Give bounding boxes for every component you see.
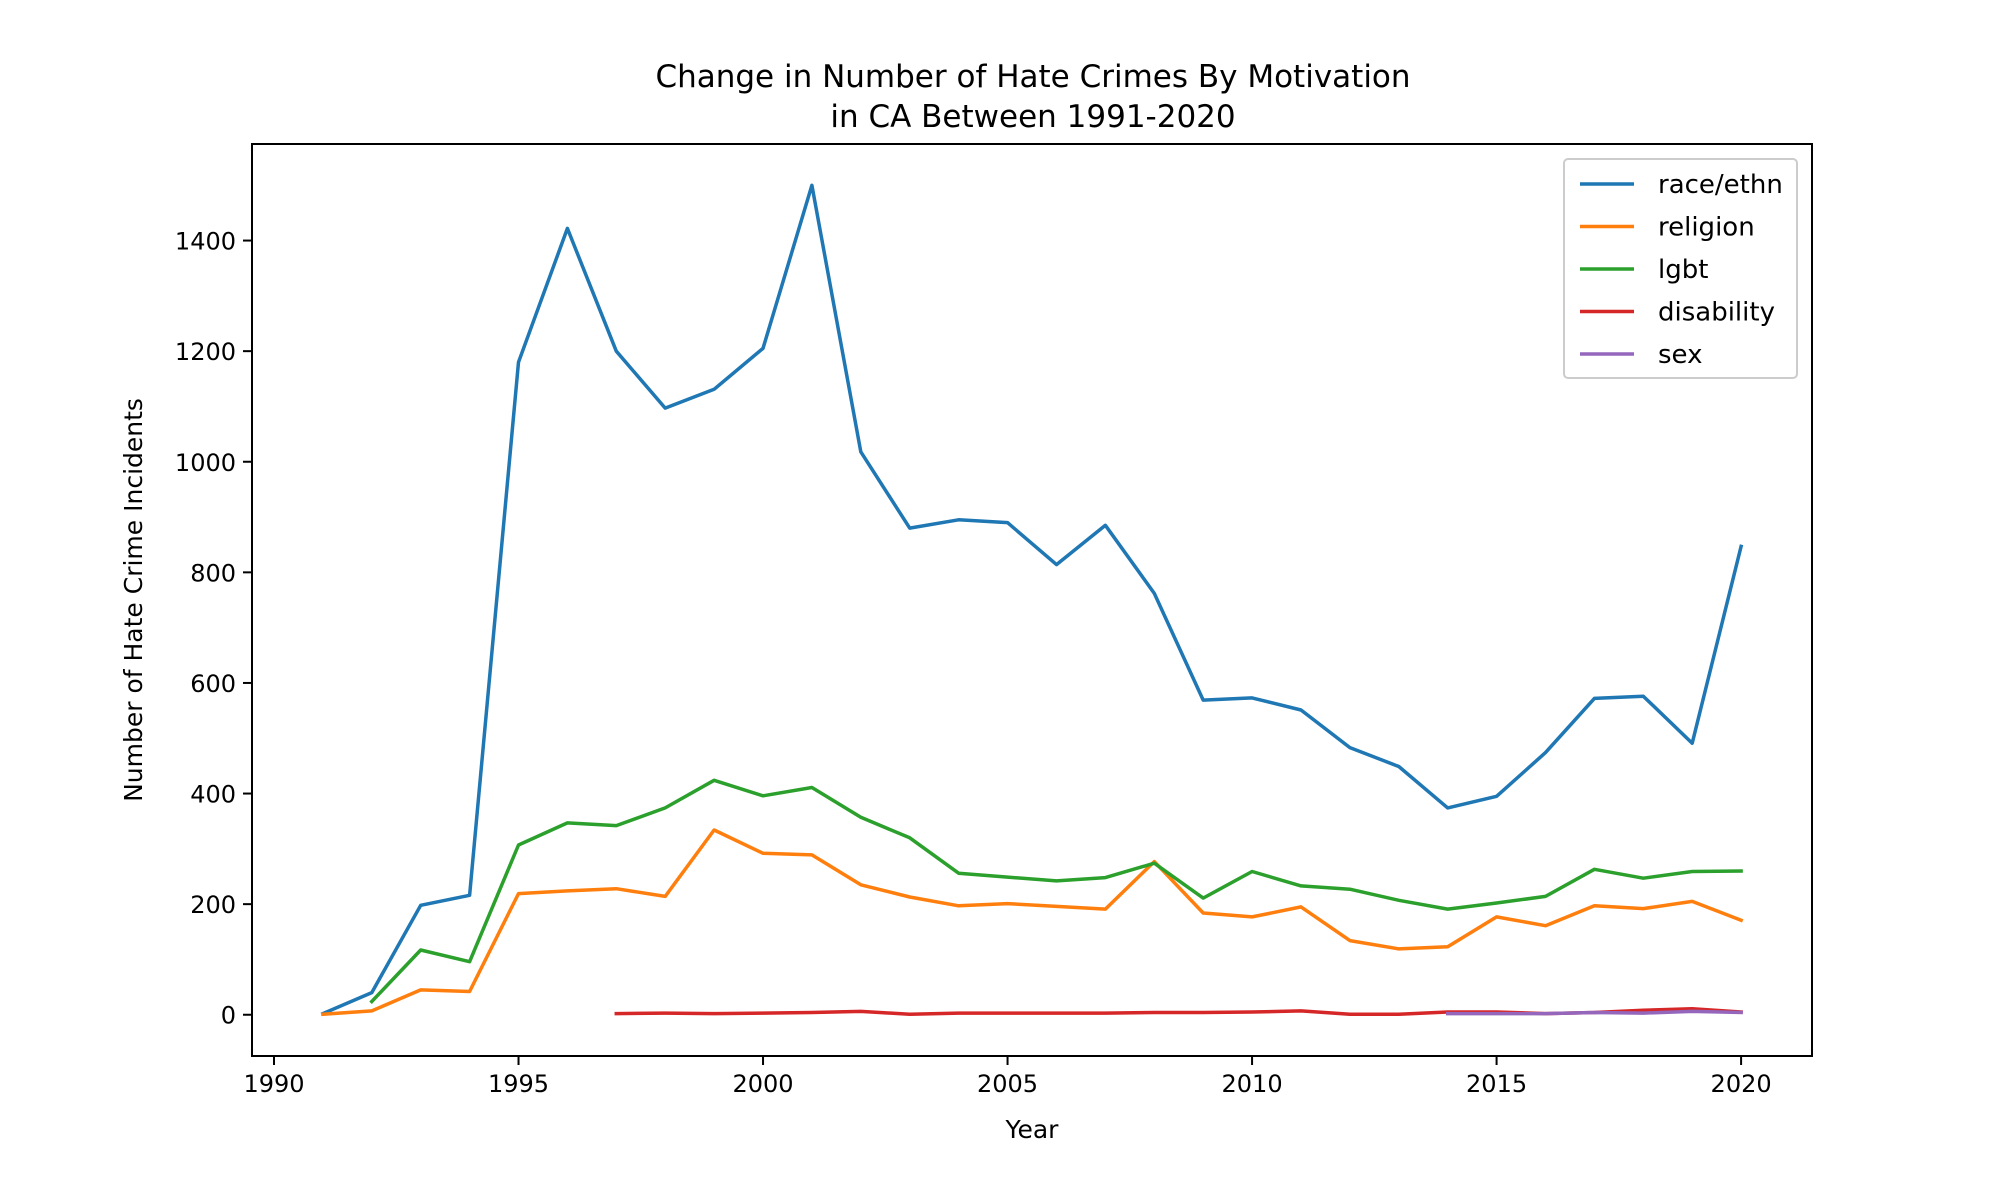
y-tick-label: 600 xyxy=(190,670,236,698)
series-line-lgbt xyxy=(369,778,1743,1004)
y-tick-label: 0 xyxy=(221,1002,236,1030)
y-tick-label: 400 xyxy=(190,781,236,809)
series-lines xyxy=(320,183,1744,1017)
y-tick-label: 1200 xyxy=(175,338,236,366)
plot-frame xyxy=(251,143,1813,1057)
legend-label: disability xyxy=(1658,298,1775,328)
x-tick-label: 2020 xyxy=(1711,1070,1772,1098)
legend: race/ethn religion lgbt disability sex xyxy=(1563,158,1798,379)
y-tick-label: 1000 xyxy=(175,449,236,477)
y-tick-label: 800 xyxy=(190,559,236,587)
series-line-race-ethn xyxy=(320,183,1744,1016)
x-axis-ticks: 1990 1995 2000 2005 2010 2015 2020 xyxy=(243,1056,1772,1098)
chart-title-line-2: in CA Between 1991-2020 xyxy=(830,99,1235,135)
chart-title-line-1: Change in Number of Hate Crimes By Motiv… xyxy=(655,59,1410,95)
y-tick-label: 1400 xyxy=(175,228,236,256)
legend-label: lgbt xyxy=(1658,255,1708,285)
legend-label: religion xyxy=(1658,213,1755,243)
series-line-religion xyxy=(321,828,1744,1017)
y-axis-label: Number of Hate Crime Incidents xyxy=(119,398,148,802)
legend-box xyxy=(1563,158,1798,379)
legend-items: race/ethn religion lgbt disability sex xyxy=(1580,170,1783,370)
x-tick-label: 2000 xyxy=(732,1070,793,1098)
legend-label: race/ethn xyxy=(1658,170,1783,200)
x-tick-label: 2005 xyxy=(977,1070,1038,1098)
x-tick-label: 1995 xyxy=(488,1070,549,1098)
legend-label: sex xyxy=(1658,340,1702,370)
y-tick-label: 200 xyxy=(190,891,236,919)
y-axis-ticks: 0 200 400 600 800 1000 1200 1400 xyxy=(175,228,252,1030)
x-tick-label: 2015 xyxy=(1466,1070,1527,1098)
x-tick-label: 1990 xyxy=(243,1070,304,1098)
x-tick-label: 2010 xyxy=(1222,1070,1283,1098)
series-line-sex xyxy=(1445,1009,1743,1016)
x-axis-label: Year xyxy=(1005,1115,1060,1144)
